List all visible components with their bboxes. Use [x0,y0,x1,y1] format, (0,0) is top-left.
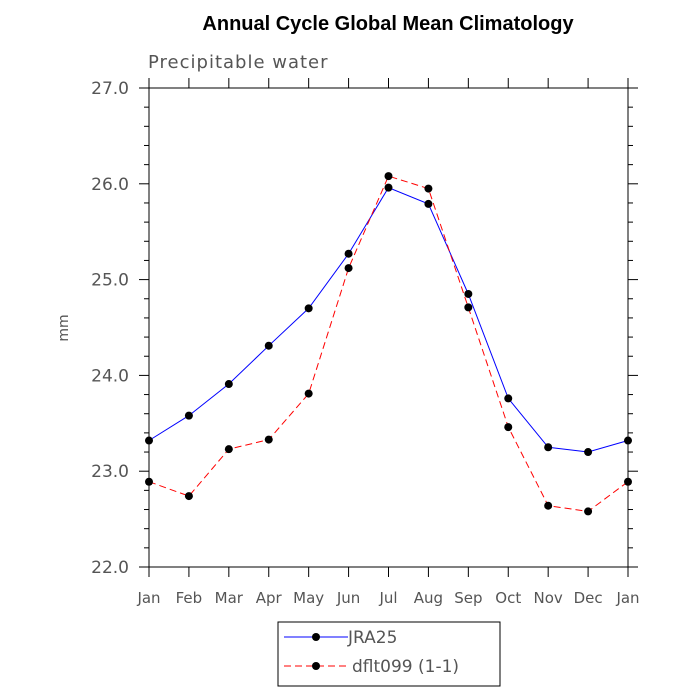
series-line-dflt099 [148,175,629,512]
x-tick-label: Jun [336,589,360,607]
legend-label-jra25: JRA25 [347,628,397,648]
data-point-dflt099 [264,435,273,444]
x-tick-label: Jul [378,589,397,607]
data-point-dflt099 [504,423,513,432]
x-tick-label: Oct [495,589,521,607]
data-point-jra25 [304,304,313,313]
legend: JRA25 dflt099 (1-1) [277,621,501,687]
series-layer [145,172,632,516]
data-point-jra25 [145,436,153,445]
chart-title: Annual Cycle Global Mean Climatology [202,13,574,35]
data-point-dflt099 [384,172,393,181]
data-point-dflt099 [224,445,233,454]
data-point-jra25 [624,436,632,445]
y-tick-label: 26.0 [91,175,129,195]
data-point-dflt099 [464,303,473,312]
data-point-jra25 [544,443,553,452]
data-point-dflt099 [145,477,153,486]
data-point-dflt099 [624,477,632,486]
legend-label-dflt099: dflt099 (1-1) [352,657,459,677]
x-tick-label: Jan [615,589,639,607]
data-point-jra25 [344,249,353,258]
data-point-dflt099 [544,501,553,510]
x-tick-label: Sep [454,589,482,607]
data-point-jra25 [224,380,233,389]
data-point-dflt099 [584,507,593,516]
y-tick-label: 27.0 [91,79,129,99]
data-point-jra25 [184,411,193,420]
x-tick-label: Jan [136,589,160,607]
series-line-jra25 [148,186,629,453]
data-point-dflt099 [304,389,313,398]
data-point-jra25 [584,448,593,457]
data-point-dflt099 [344,264,353,273]
axes: 22.0 23.0 24.0 25.0 26.0 27.0 Jan Feb Mar Apr May J… [91,78,640,607]
x-tick-label: Mar [215,589,244,607]
y-tick-label: 24.0 [91,366,129,386]
y-axis-label: mm [56,314,72,341]
x-tick-label: Nov [534,589,563,607]
data-point-jra25 [264,341,273,350]
chart-subtitle: Precipitable water [148,52,329,73]
plot-frame [148,87,629,568]
data-point-dflt099 [184,492,193,501]
legend-marker-jra25 [312,633,320,641]
y-tick-label: 23.0 [91,462,129,482]
x-tick-label: Dec [574,589,603,607]
y-tick-label: 22.0 [91,558,129,578]
data-point-jra25 [464,289,473,298]
x-tick-label: May [293,589,324,607]
x-tick-label: Feb [176,589,203,607]
data-point-jra25 [384,183,393,192]
legend-box [277,621,501,687]
data-point-jra25 [424,199,433,208]
legend-marker-dflt099 [312,662,320,670]
data-point-dflt099 [424,184,433,193]
x-tick-label: Aug [414,589,443,607]
data-point-jra25 [504,394,513,403]
y-tick-label: 25.0 [91,271,129,291]
x-tick-label: Apr [256,589,283,607]
